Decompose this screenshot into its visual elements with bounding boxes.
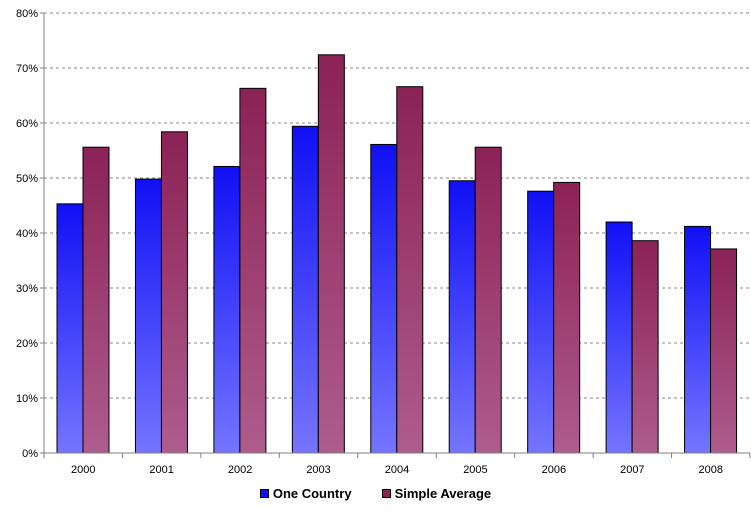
- legend-item-simple-average: Simple Average: [381, 486, 492, 501]
- legend-label-one-country: One Country: [272, 486, 352, 501]
- legend-swatch-simple-average: [381, 489, 391, 498]
- x-tick-label: 2006: [542, 464, 566, 476]
- bars: [56, 54, 738, 454]
- x-tick-label: 2001: [149, 464, 173, 476]
- bar-one-country-2001: [134, 178, 162, 454]
- y-tick-label: 30%: [16, 283, 38, 295]
- x-tick-label: 2003: [306, 464, 330, 476]
- bar-simple-average-2008: [710, 248, 738, 454]
- x-tick-label: 2004: [385, 464, 409, 476]
- bar-one-country-2008: [684, 225, 712, 454]
- y-tick-label: 10%: [16, 393, 38, 405]
- y-tick-label: 60%: [16, 118, 38, 130]
- bar-simple-average-2007: [631, 240, 659, 454]
- x-tick-label: 2008: [699, 464, 723, 476]
- y-tick-label: 0%: [22, 448, 38, 460]
- y-tick-label: 20%: [16, 338, 38, 350]
- x-axis-tick-labels: 2000 2001 2002 2003 2004 2005 2006 2007 2008: [71, 464, 723, 476]
- bar-one-country-2006: [527, 190, 555, 454]
- bar-simple-average-2003: [317, 54, 345, 454]
- bar-one-country-2003: [291, 125, 319, 454]
- bar-one-country-2005: [448, 180, 476, 454]
- legend: One Country Simple Average: [0, 486, 751, 501]
- x-tick-label: 2000: [71, 464, 95, 476]
- x-tick-label: 2007: [620, 464, 644, 476]
- bar-simple-average-2005: [474, 146, 502, 454]
- bar-one-country-2000: [56, 203, 84, 454]
- legend-swatch-one-country: [259, 489, 269, 498]
- bar-simple-average-2000: [82, 146, 110, 454]
- y-tick-label: 70%: [16, 63, 38, 75]
- y-tick-label: 50%: [16, 173, 38, 185]
- legend-label-simple-average: Simple Average: [394, 486, 492, 501]
- bar-one-country-2007: [605, 221, 633, 454]
- bar-simple-average-2004: [396, 86, 424, 454]
- y-tick-label: 80%: [16, 8, 38, 20]
- bar-one-country-2004: [370, 143, 398, 454]
- bar-one-country-2002: [213, 165, 241, 454]
- axes: [40, 12, 751, 458]
- bar-simple-average-2001: [160, 131, 188, 454]
- x-tick-label: 2005: [463, 464, 487, 476]
- y-axis-tick-labels: 0% 10% 20% 30% 40% 50% 60% 70% 80%: [16, 8, 38, 460]
- bar-simple-average-2006: [553, 181, 581, 454]
- bar-simple-average-2002: [239, 87, 267, 454]
- y-tick-label: 40%: [16, 228, 38, 240]
- legend-item-one-country: One Country: [259, 486, 352, 501]
- x-tick-label: 2002: [228, 464, 252, 476]
